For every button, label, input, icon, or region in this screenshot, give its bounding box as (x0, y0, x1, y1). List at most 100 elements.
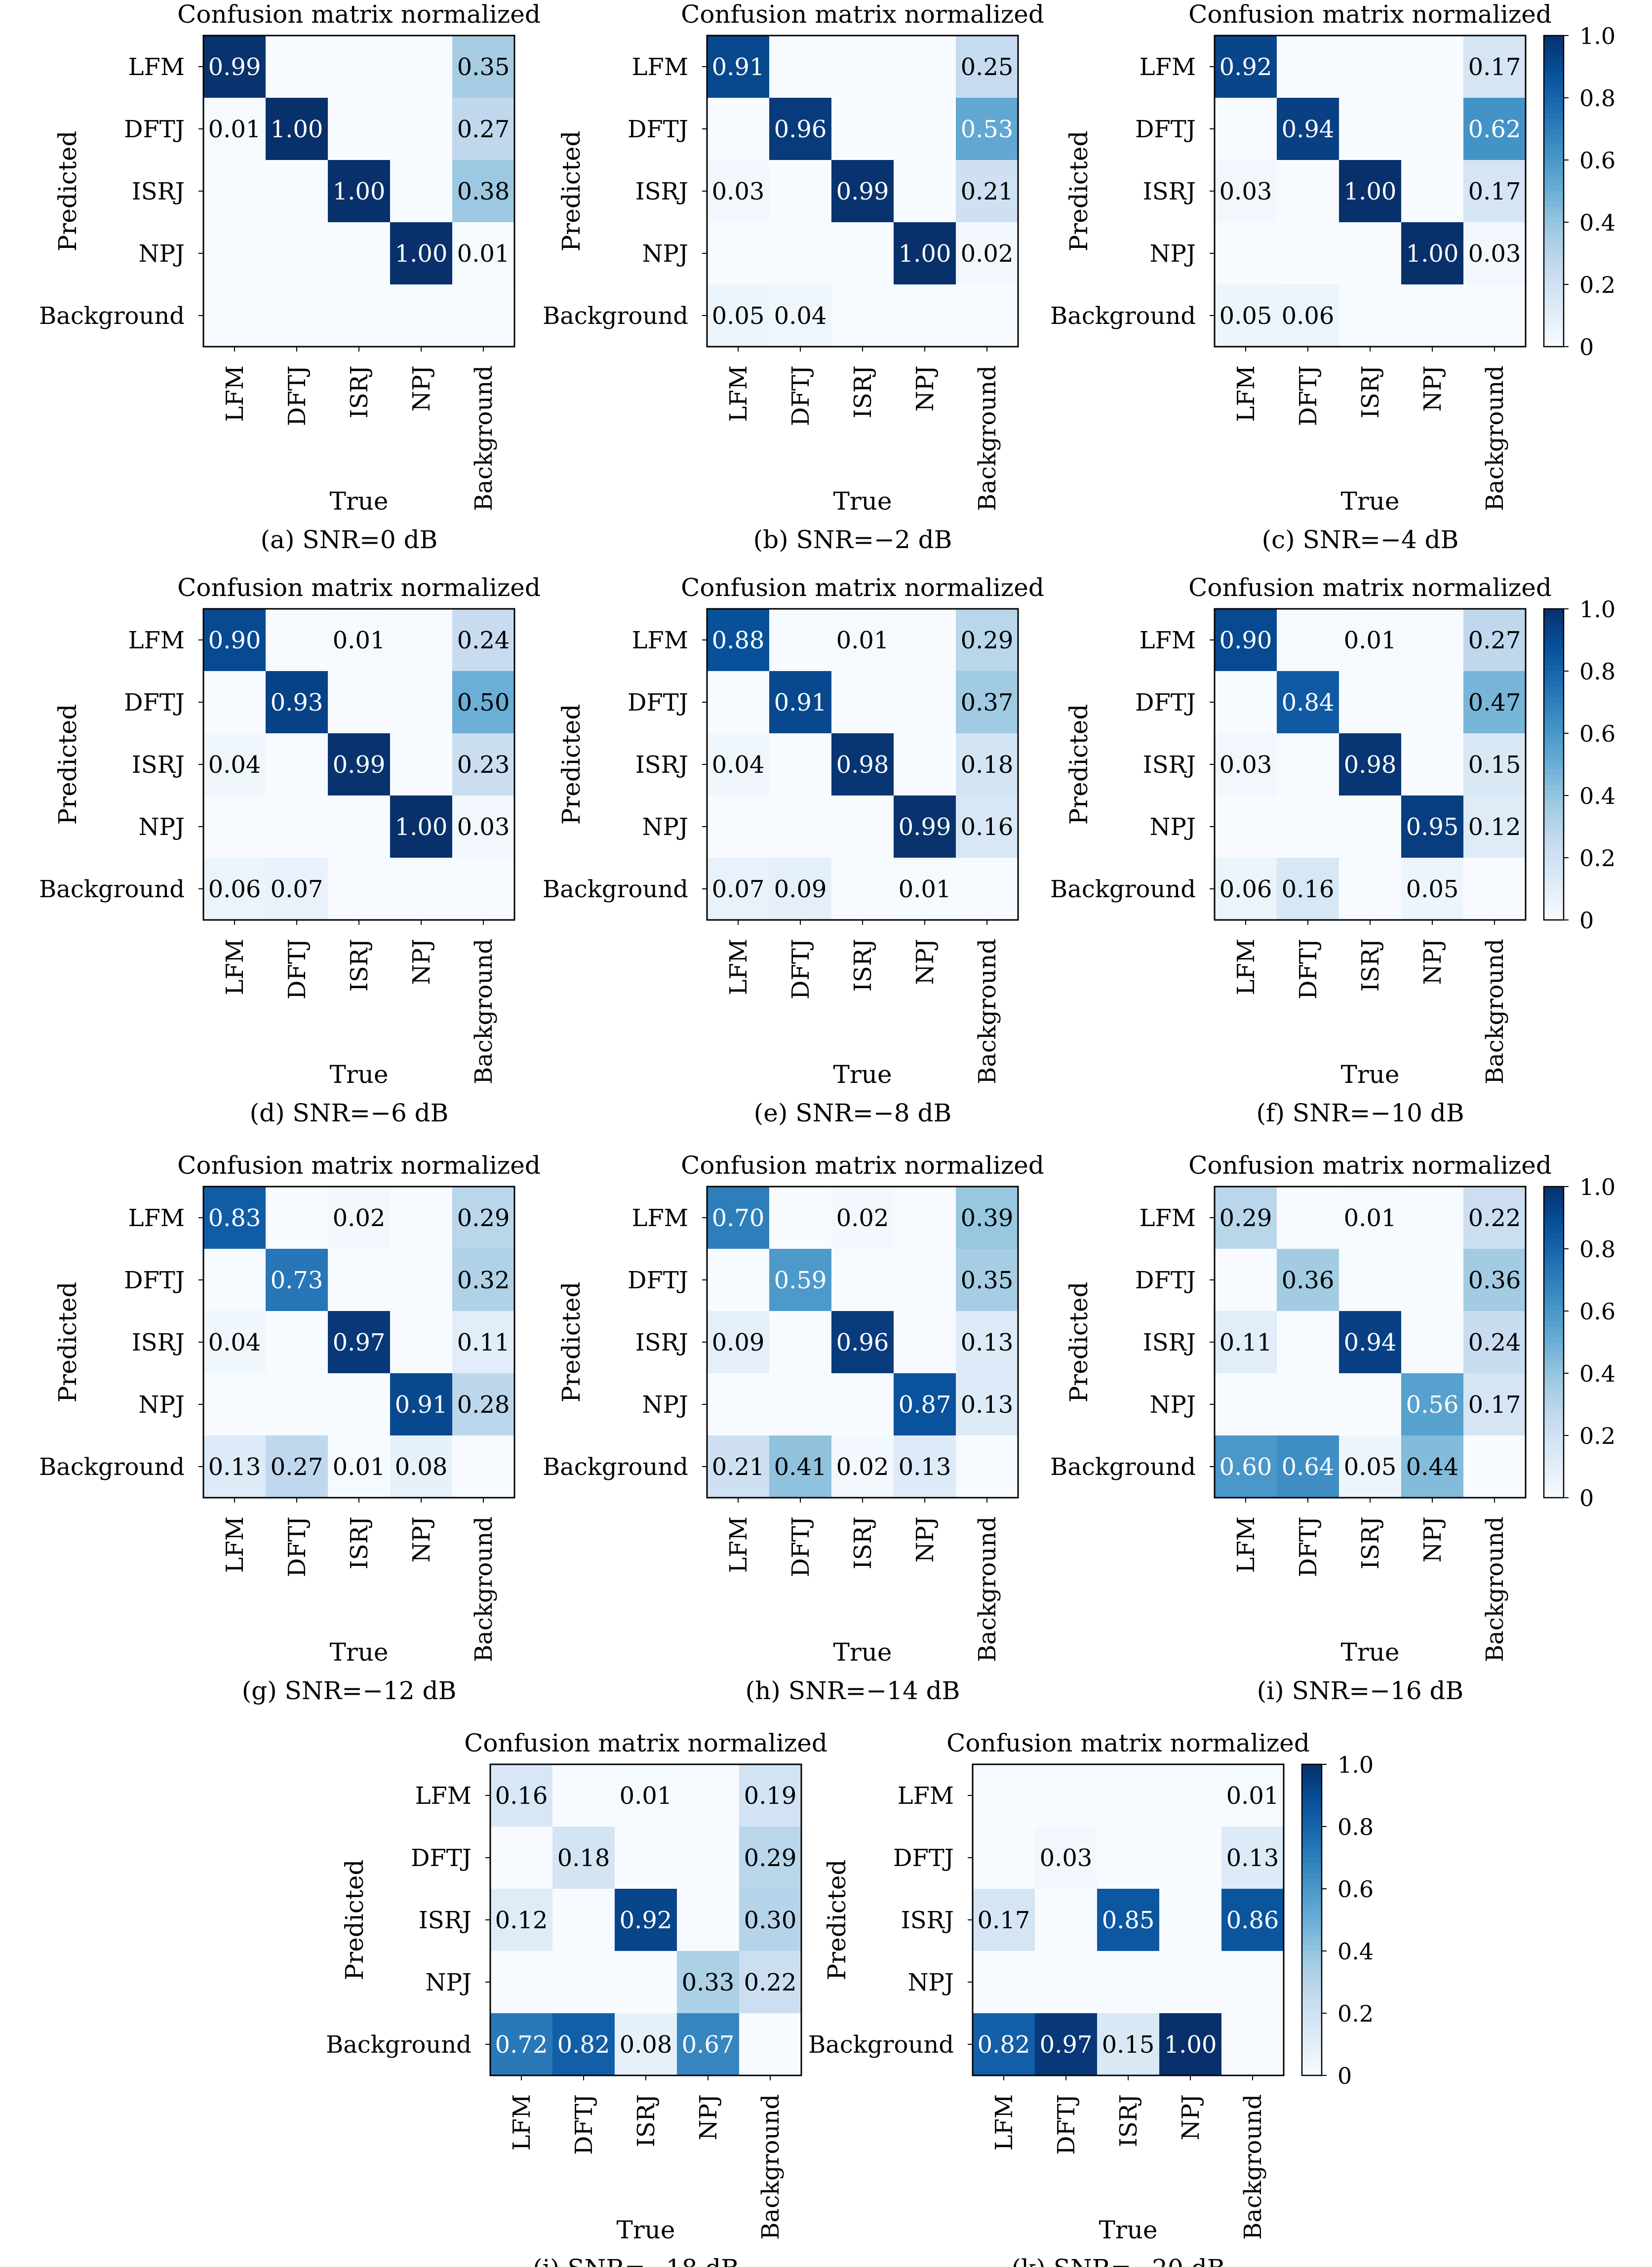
colorbar-segment (1544, 1197, 1564, 1203)
matrix-cell (1401, 1187, 1464, 1249)
y-tick-label: LFM (128, 53, 185, 81)
y-tick-label: Background (39, 1453, 185, 1481)
cell-value-label: 0.23 (457, 751, 510, 779)
cell-value-label: 0.88 (712, 627, 765, 654)
x-tick-label: ISRJ (1357, 365, 1384, 418)
colorbar-segment (1302, 1858, 1322, 1864)
matrix-cell (707, 1249, 770, 1312)
cell-value-label: 0.35 (457, 53, 510, 81)
x-tick-label: LFM (221, 939, 249, 995)
cell-value-label: 0.01 (208, 116, 261, 143)
matrix-cell (769, 795, 832, 858)
matrix-cell (1463, 1373, 1526, 1436)
y-tick-label: DFTJ (1135, 1267, 1196, 1294)
colorbar-segment (1544, 852, 1564, 858)
matrix-cell (203, 222, 266, 285)
colorbar-frame (1543, 608, 1565, 921)
matrix-cell (390, 671, 453, 734)
colorbar-segment (1544, 717, 1564, 723)
x-tick-label: Background (757, 2094, 785, 2240)
subfigure-caption: (c) SNR=−4 dB (1262, 525, 1459, 554)
matrix-cell (1401, 1435, 1464, 1498)
colorbar-segment (1544, 1446, 1564, 1452)
matrix-cell (1221, 2013, 1284, 2076)
cell-value-label: 0.07 (712, 875, 765, 903)
colorbar-segment (1302, 1925, 1322, 1931)
x-tick-label: Background (470, 1516, 498, 1662)
colorbar-segment (1544, 1409, 1564, 1415)
cell-value-label: 0.41 (774, 1453, 827, 1481)
colorbar-segment (1544, 264, 1564, 270)
colorbar-segment (1302, 2003, 1322, 2009)
cell-value-label: 0.25 (961, 53, 1014, 81)
colorbar-segment (1544, 77, 1564, 83)
colorbar-segment (1544, 233, 1564, 239)
colorbar-segment (1544, 832, 1564, 837)
matrix-cell (739, 2013, 802, 2076)
x-axis-label: True (1099, 2216, 1157, 2244)
y-axis-label: Predicted (557, 704, 586, 825)
colorbar-segment (1544, 123, 1564, 129)
colorbar-segment (1544, 635, 1564, 640)
x-axis-label: True (329, 1060, 388, 1089)
cell-value-label: 0.70 (712, 1204, 765, 1232)
cell-value-label: 0.27 (457, 116, 510, 143)
matrix-cell (1221, 1764, 1284, 1827)
colorbar-segment (1544, 780, 1564, 786)
cell-value-label: 0.38 (457, 178, 510, 205)
cell-value-label: 0.29 (744, 1844, 797, 1872)
cell-value-label: 0.91 (774, 689, 827, 716)
cell-value-label: 0.99 (208, 53, 261, 81)
cell-value-label: 0.32 (457, 1267, 510, 1294)
y-tick-label: NPJ (642, 1391, 688, 1419)
colorbar-segment (1302, 1811, 1322, 1817)
matrix-cell (390, 1249, 453, 1312)
colorbar-segment (1302, 1816, 1322, 1822)
colorbar-segment (1544, 160, 1564, 166)
matrix-cell (831, 98, 894, 160)
colorbar-segment (1544, 165, 1564, 171)
matrix-cell (390, 1435, 453, 1498)
matrix-cell (894, 1311, 956, 1374)
colorbar-segment (1544, 253, 1564, 259)
colorbar-segment (1302, 1863, 1322, 1869)
colorbar-segment (1544, 289, 1564, 295)
colorbar-segment (1544, 1274, 1564, 1280)
matrix-cell (328, 795, 391, 858)
colorbar-segment (1302, 1868, 1322, 1874)
colorbar-segment (1302, 2055, 1322, 2061)
colorbar-segment (1302, 1899, 1322, 1905)
y-tick-label: DFTJ (411, 1844, 472, 1872)
cell-value-label: 0.15 (1468, 751, 1521, 779)
confusion-matrix-panel: Confusion matrix normalized 0.92 0.17 0.94 0… (1050, 0, 1615, 554)
colorbar-segment (1544, 300, 1564, 306)
colorbar-segment (1302, 1977, 1322, 1983)
x-tick-label: Background (974, 1516, 1001, 1662)
matrix-cell (615, 1951, 677, 2014)
cell-value-label: 0.33 (682, 1969, 735, 1996)
colorbar-segment (1544, 889, 1564, 895)
colorbar-segment (1302, 1821, 1322, 1827)
y-tick-label: ISRJ (901, 1907, 954, 1934)
cell-value-label: 0.82 (978, 2031, 1030, 2059)
x-tick-label: DFTJ (283, 939, 311, 999)
matrix-cell (1401, 671, 1464, 734)
matrix-cell (1463, 222, 1526, 285)
colorbar-tick-label: 0 (1579, 1485, 1594, 1511)
matrix-cell (1339, 858, 1402, 920)
colorbar-segment (1302, 1878, 1322, 1884)
cell-value-label: 0.05 (712, 302, 765, 330)
x-tick-label: NPJ (1419, 939, 1447, 985)
x-tick-label: NPJ (1419, 1516, 1447, 1563)
colorbar-segment (1544, 1487, 1564, 1493)
cell-value-label: 0.99 (899, 813, 951, 841)
matrix-cell (1339, 284, 1402, 347)
matrix-cell (1401, 160, 1464, 223)
cell-value-label: 0.02 (836, 1204, 889, 1232)
y-tick-label: LFM (1140, 627, 1196, 654)
matrix-cell (1339, 1311, 1402, 1374)
colorbar-segment (1544, 61, 1564, 67)
matrix-cell (1277, 733, 1339, 796)
matrix-cell (1339, 98, 1402, 160)
matrix-cell (1339, 1435, 1402, 1498)
